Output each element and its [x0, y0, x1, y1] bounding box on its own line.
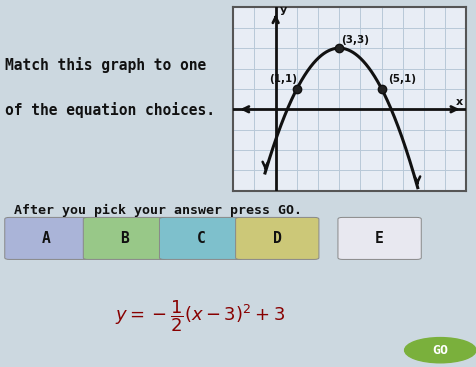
Text: (1,1): (1,1): [269, 74, 297, 84]
Text: D: D: [273, 231, 282, 246]
Text: After you pick your answer press GO.: After you pick your answer press GO.: [14, 204, 302, 217]
Text: E: E: [375, 231, 384, 246]
Text: x: x: [456, 97, 463, 107]
Text: C: C: [197, 231, 206, 246]
FancyBboxPatch shape: [83, 217, 167, 259]
Text: y: y: [279, 6, 287, 15]
FancyBboxPatch shape: [236, 217, 319, 259]
Circle shape: [405, 338, 476, 363]
FancyBboxPatch shape: [5, 217, 88, 259]
Text: (5,1): (5,1): [388, 74, 416, 84]
FancyBboxPatch shape: [338, 217, 421, 259]
Text: $y = -\dfrac{1}{2}(x - 3)^2 + 3$: $y = -\dfrac{1}{2}(x - 3)^2 + 3$: [115, 299, 285, 334]
Text: (3,3): (3,3): [341, 35, 369, 45]
Text: Match this graph to one: Match this graph to one: [5, 57, 206, 73]
FancyBboxPatch shape: [159, 217, 243, 259]
Text: A: A: [42, 231, 51, 246]
Text: GO: GO: [432, 344, 448, 357]
Text: B: B: [120, 231, 129, 246]
Text: of the equation choices.: of the equation choices.: [5, 102, 215, 119]
